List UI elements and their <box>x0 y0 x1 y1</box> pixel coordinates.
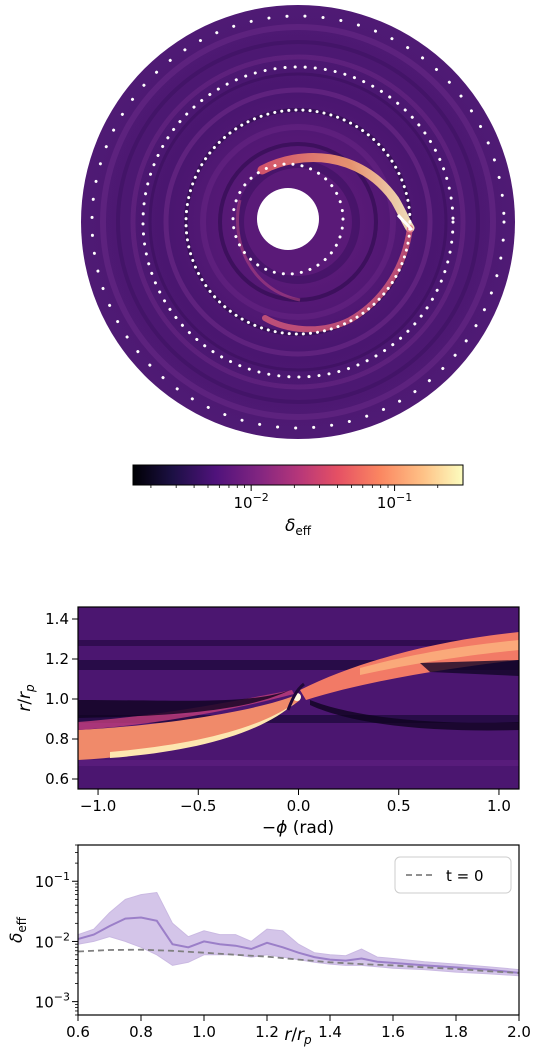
heatmap-ytick-label: 0.6 <box>45 770 69 788</box>
heatmap-xlabel: −ϕ (rad) <box>262 818 334 838</box>
colorbar-label: δeff <box>285 516 312 538</box>
colorbar-tick-label: 10−1 <box>377 491 412 512</box>
series-t0-line <box>78 948 519 974</box>
heatmap-xtick-label: −1.0 <box>80 797 116 815</box>
heatmap-ticks: −1.0 −0.5 0.0 0.5 1.0 0.6 0.8 1.0 1.2 1.4 <box>45 610 511 815</box>
heatmap-ytick-label: 1.4 <box>45 610 69 628</box>
dotted-circles <box>90 14 506 430</box>
colorbar: 10−2 10−1 δeff <box>132 464 464 538</box>
heatmap-xtick-label: 1.0 <box>487 797 511 815</box>
colorbar-tick-label: 10−2 <box>234 491 269 512</box>
series-1-band <box>78 891 519 977</box>
legend: t = 0 <box>394 856 512 894</box>
line-ytick-label: 10−2 <box>35 930 70 951</box>
colorbar-gradient <box>132 464 464 486</box>
inner-ring <box>231 162 345 276</box>
line-ylabel: δeff <box>7 916 29 943</box>
line-xtick-label: 1.2 <box>255 1023 279 1041</box>
line-frame <box>77 844 520 1016</box>
legend-label-t0: t = 0 <box>446 867 484 885</box>
line-ytick-label: 10−1 <box>35 870 70 891</box>
line-ytick-label: 10−3 <box>35 991 70 1012</box>
planet-wake <box>396 214 414 231</box>
line-ticks: 0.6 0.8 1.0 1.2 1.4 1.6 1.8 2.0 10−3 10−2 10−1 <box>35 844 531 1041</box>
outer-ring-1 <box>141 65 455 379</box>
outer-ring-2 <box>90 14 506 430</box>
line-xtick-label: 1.4 <box>318 1023 342 1041</box>
planet-ring <box>184 108 412 336</box>
line-xtick-label: 1.6 <box>381 1023 405 1041</box>
line-xlabel: r/rp <box>284 1025 312 1047</box>
line-xtick-label: 1.8 <box>444 1023 468 1041</box>
disk-panel <box>81 5 515 439</box>
line-xtick-label: 2.0 <box>507 1023 531 1041</box>
heatmap-ytick-label: 1.0 <box>45 690 69 708</box>
heatmap-xtick-label: 0.0 <box>287 797 311 815</box>
heatmap-image <box>78 607 519 789</box>
line-panel: 0.6 0.8 1.0 1.2 1.4 1.6 1.8 2.0 10−3 10−2 10−1 t =… <box>7 844 531 1047</box>
disk-rings <box>100 24 496 420</box>
heatmap-xtick-label: −0.5 <box>180 797 216 815</box>
line-xtick-label: 0.6 <box>66 1023 90 1041</box>
heatmap-xtick-label: 0.5 <box>387 797 411 815</box>
heatmap-ytick-label: 1.2 <box>45 650 69 668</box>
line-xtick-label: 1.0 <box>192 1023 216 1041</box>
heatmap-ytick-label: 0.8 <box>45 730 69 748</box>
spiral-arm-outer <box>257 153 415 233</box>
line-xtick-label: 0.8 <box>129 1023 153 1041</box>
heatmap-ylabel: r/rp <box>15 684 37 712</box>
series-1-line <box>78 916 519 974</box>
colorbar-ticks: 10−2 10−1 <box>150 485 439 512</box>
heatmap-panel: −1.0 −0.5 0.0 0.5 1.0 0.6 0.8 1.0 1.2 1.4 −ϕ (rad… <box>15 606 520 838</box>
inner-hole <box>257 188 319 250</box>
